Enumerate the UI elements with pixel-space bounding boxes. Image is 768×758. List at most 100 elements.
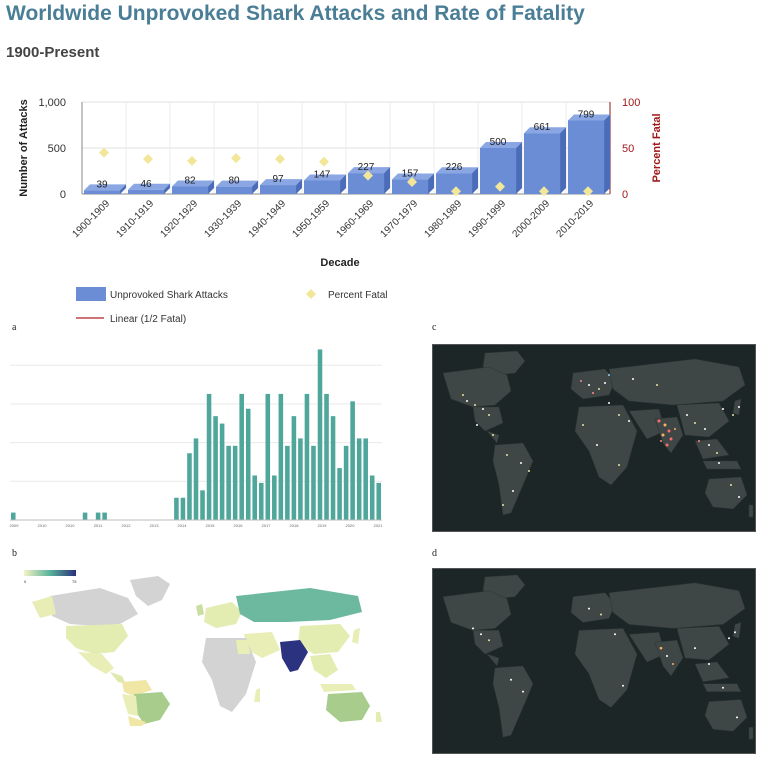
- bar: [259, 185, 297, 194]
- percent-fatal-point: [231, 153, 241, 164]
- panel-a-bar: [245, 408, 251, 520]
- percent-fatal-point: [363, 170, 373, 181]
- incident-point: [580, 380, 582, 382]
- incident-point: [667, 429, 671, 433]
- incident-point: [657, 419, 661, 423]
- panel-a-x-tick: 2017: [262, 523, 272, 528]
- panel-a-bar: [291, 416, 297, 520]
- incident-point: [472, 627, 474, 630]
- bar-value-label: 147: [314, 169, 331, 180]
- incident-point: [582, 424, 584, 426]
- incident-point: [608, 402, 610, 404]
- incident-point: [520, 462, 522, 464]
- legend-swatch-fatal: [306, 289, 316, 299]
- panel-a-x-tick: 2018: [290, 523, 300, 528]
- bar-side: [472, 167, 479, 194]
- x-tick-label: 1900-1909: [71, 198, 113, 240]
- panel-a-bar: [206, 393, 212, 520]
- country-uk: [196, 604, 204, 616]
- country-europe: [204, 602, 242, 628]
- country-mexico: [78, 652, 114, 674]
- panel-a-bar: [376, 482, 382, 520]
- chart-subtitle: 1900-Present: [6, 44, 100, 61]
- incident-point: [722, 686, 724, 689]
- incident-point: [466, 400, 468, 402]
- country-indonesia: [320, 684, 356, 692]
- landmass: [492, 442, 534, 516]
- panel-a-bar: [219, 423, 225, 520]
- country-greenland: [130, 576, 170, 606]
- landmass: [694, 438, 730, 460]
- bar-value-label: 500: [490, 137, 507, 148]
- legend-label-linear: Linear (1/2 Fatal): [110, 314, 186, 325]
- landmass: [676, 402, 730, 438]
- landmass: [654, 416, 684, 454]
- bar-side: [120, 184, 127, 194]
- incident-point: [738, 406, 740, 408]
- incident-point: [608, 374, 610, 376]
- bar-value-label: 39: [96, 179, 108, 190]
- bar-top: [83, 184, 127, 191]
- bar-top: [567, 114, 611, 121]
- incident-point: [665, 443, 669, 447]
- incident-point: [661, 433, 665, 437]
- incident-point: [588, 384, 590, 386]
- percent-fatal-point: [187, 155, 197, 166]
- incident-point: [663, 423, 667, 427]
- panel-a-chart: 2009 2010 2010 2011 2012 2013 2014 2015 2016 2017…: [10, 349, 383, 528]
- incident-point: [732, 414, 734, 416]
- bar: [171, 186, 209, 194]
- incident-point: [474, 404, 476, 406]
- x-tick-label: 1910-1919: [115, 198, 157, 240]
- country-usa: [66, 624, 128, 654]
- incident-point: [698, 440, 700, 442]
- bar-side: [164, 183, 171, 194]
- panel-a-bar: [252, 475, 258, 520]
- panel-a-bar: [363, 438, 368, 520]
- x-tick-label: 2000-2009: [511, 198, 553, 240]
- panel-b-label: b: [12, 548, 17, 559]
- x-tick-label: 1980-1989: [423, 198, 465, 240]
- scale-min-label: 0: [24, 579, 27, 584]
- country-alaska: [32, 596, 56, 618]
- panel-a-bar: [278, 393, 284, 520]
- bar: [523, 133, 561, 194]
- x-tick-label: 1930-1939: [203, 198, 245, 240]
- landmass: [472, 406, 504, 432]
- percent-fatal-point: [143, 154, 153, 165]
- y-tick-label: 1,000: [38, 97, 66, 109]
- panel-a-bar: [232, 445, 238, 520]
- panel-a-bar: [343, 445, 349, 520]
- y-tick-label: 500: [48, 143, 66, 155]
- landmass: [442, 590, 512, 631]
- incident-point: [482, 408, 484, 410]
- country-russia: [236, 588, 362, 622]
- y-tick-label: 0: [60, 189, 66, 201]
- panel-a-x-tick: 2016: [234, 523, 244, 528]
- panel-a-bar: [317, 349, 323, 520]
- landmass: [486, 653, 500, 667]
- landmass: [654, 639, 684, 677]
- incident-point: [492, 434, 494, 436]
- panel-a-bar: [324, 393, 329, 520]
- country-brazil: [134, 692, 170, 724]
- panel-c-label: c: [432, 322, 437, 333]
- landmass: [492, 665, 534, 738]
- x-tick-label: 1960-1969: [335, 198, 377, 240]
- incident-point: [674, 428, 676, 430]
- choropleth-world-map: 0 75: [24, 570, 382, 726]
- panel-a-x-tick: 2010: [38, 523, 48, 528]
- percent-fatal-point: [407, 177, 417, 188]
- panel-a-bar: [239, 393, 244, 520]
- shark-attacks-chart: 0 500 1,000 0 50 100 39 46 82 80 97 147 227 157 226 500…: [18, 97, 663, 325]
- incident-point: [718, 462, 720, 464]
- bar-side: [384, 167, 391, 194]
- bar-top: [127, 183, 171, 190]
- country-canada: [50, 588, 138, 626]
- panel-a-bar: [285, 445, 290, 520]
- panel-a-bar: [311, 445, 316, 520]
- incident-point: [592, 392, 594, 394]
- bar-side: [340, 174, 347, 194]
- bar: [215, 186, 253, 194]
- country-egypt: [236, 640, 250, 654]
